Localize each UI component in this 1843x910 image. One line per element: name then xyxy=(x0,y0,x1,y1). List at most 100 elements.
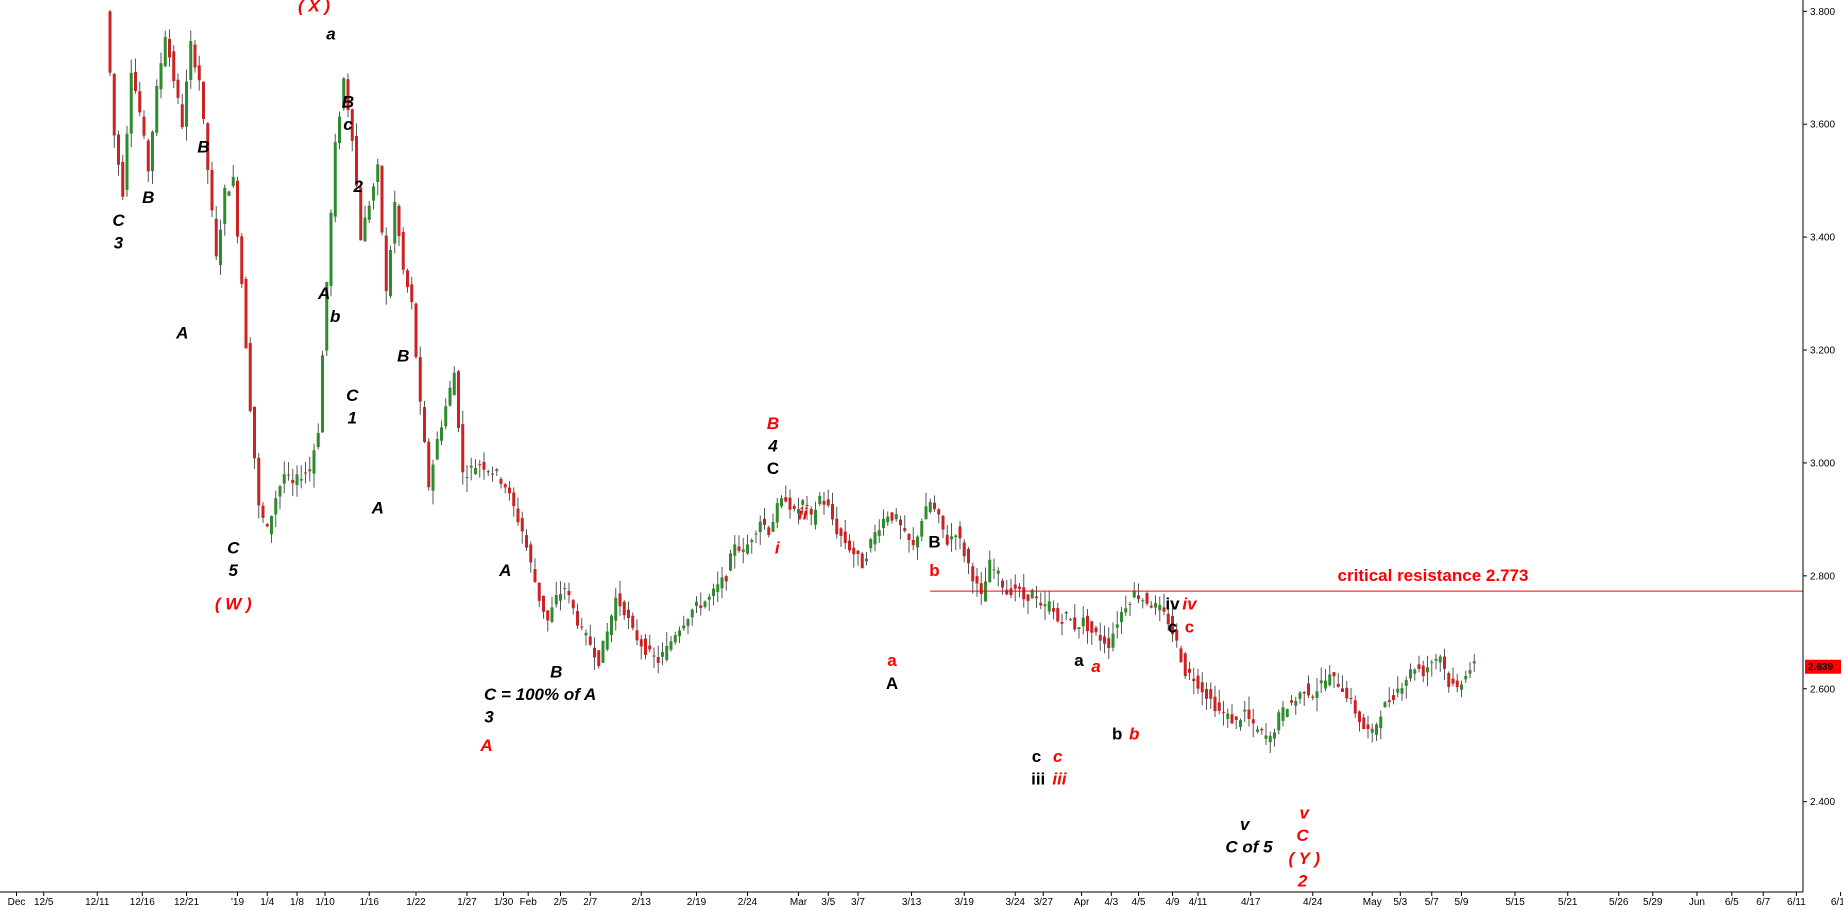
candle xyxy=(699,592,703,616)
resistance-label: critical resistance 2.773 xyxy=(1338,566,1529,585)
candle xyxy=(686,617,690,635)
candle xyxy=(920,518,924,542)
x-axis-ticks: Dec 12/5 12/11 12/16 12/21 '19 1/4 1/8 1/10 1/16 1… xyxy=(8,892,1843,908)
candle xyxy=(669,636,673,652)
candle xyxy=(1285,708,1289,718)
candle xyxy=(1434,653,1438,670)
candle xyxy=(661,642,664,666)
candle xyxy=(342,77,346,111)
candle xyxy=(516,497,520,526)
candle xyxy=(1145,591,1149,606)
candle xyxy=(482,452,486,480)
candle xyxy=(903,515,907,533)
candle xyxy=(992,558,996,580)
candle xyxy=(1162,593,1166,616)
wave-label: ( X ) xyxy=(298,0,330,15)
wave-label: c xyxy=(1053,747,1063,766)
candle xyxy=(1018,583,1021,598)
wave-label: v xyxy=(1300,804,1311,823)
x-tick-label: Jun xyxy=(1689,897,1705,908)
candle xyxy=(945,525,949,547)
candle xyxy=(1294,696,1298,715)
candle xyxy=(1205,682,1208,710)
candle xyxy=(295,465,299,497)
candle xyxy=(1472,654,1476,672)
candle xyxy=(1115,611,1119,639)
candle xyxy=(1260,727,1264,735)
x-tick-label: Mar xyxy=(790,897,808,908)
candle xyxy=(958,521,962,550)
x-tick-label: 6/5 xyxy=(1725,897,1739,908)
candle xyxy=(678,626,681,644)
candle xyxy=(716,571,720,603)
candle xyxy=(707,593,711,611)
candle xyxy=(236,176,239,244)
wave-label: B xyxy=(197,137,209,156)
last-price-badge xyxy=(1805,659,1841,674)
candle xyxy=(763,508,766,530)
candle xyxy=(240,233,244,289)
candle xyxy=(1230,704,1234,724)
candle xyxy=(954,534,958,551)
x-tick-label: 6/16 xyxy=(1831,897,1843,908)
y-tick-label: 3.200 xyxy=(1810,346,1835,357)
candle xyxy=(605,622,609,652)
candle xyxy=(758,515,762,545)
candle xyxy=(784,485,788,503)
candle xyxy=(1349,687,1353,705)
candle xyxy=(559,581,562,611)
candle xyxy=(329,209,333,297)
candle xyxy=(635,619,639,646)
candle xyxy=(151,130,154,185)
candle xyxy=(180,93,184,130)
candle xyxy=(444,398,448,430)
candle xyxy=(801,498,805,516)
candle xyxy=(397,203,401,247)
candle xyxy=(265,522,269,528)
candle xyxy=(937,508,941,524)
candle xyxy=(350,108,354,152)
candle xyxy=(1438,654,1442,672)
candle xyxy=(1086,608,1089,644)
candle xyxy=(1379,710,1383,740)
wave-label: i xyxy=(775,538,781,557)
wave-label: iii xyxy=(1052,770,1067,789)
candle xyxy=(1064,611,1068,621)
last-price-marker: 2.639 xyxy=(1805,659,1841,674)
x-tick-label: 1/27 xyxy=(457,897,477,908)
candle xyxy=(508,481,511,501)
candle xyxy=(928,498,932,514)
wave-label: a xyxy=(887,651,897,670)
candle xyxy=(1413,668,1417,681)
candle xyxy=(1141,598,1145,609)
candle xyxy=(529,541,533,573)
candle xyxy=(1468,662,1472,679)
candle xyxy=(780,495,783,509)
candle xyxy=(1358,710,1361,732)
candle xyxy=(911,527,915,551)
candle xyxy=(431,459,435,505)
candle xyxy=(1417,655,1421,673)
candle xyxy=(1464,670,1468,684)
wave-annotations: C 3 B B A C 5 ( W ) ( X ) a Bc 2 Ab C 1 B A A B C = 100% of… xyxy=(112,0,1320,890)
wave-label: B xyxy=(767,414,779,433)
x-tick-label: 3/19 xyxy=(955,897,975,908)
candle xyxy=(278,484,282,510)
candle xyxy=(1005,580,1009,595)
x-tick-label: 2/7 xyxy=(583,897,597,908)
wave-label: c xyxy=(1032,747,1041,766)
candle xyxy=(1098,622,1102,651)
candle xyxy=(571,598,575,615)
candle xyxy=(1328,665,1332,687)
candle xyxy=(1149,601,1153,609)
wave-label: iv xyxy=(1182,595,1198,614)
x-tick-label: May xyxy=(1363,897,1382,908)
candle xyxy=(1247,696,1251,727)
candle xyxy=(567,582,571,604)
candle xyxy=(410,276,414,310)
wave-label: 3 xyxy=(484,708,494,727)
wave-label: c xyxy=(1185,617,1194,636)
candle xyxy=(1026,594,1030,615)
candle xyxy=(448,380,452,407)
